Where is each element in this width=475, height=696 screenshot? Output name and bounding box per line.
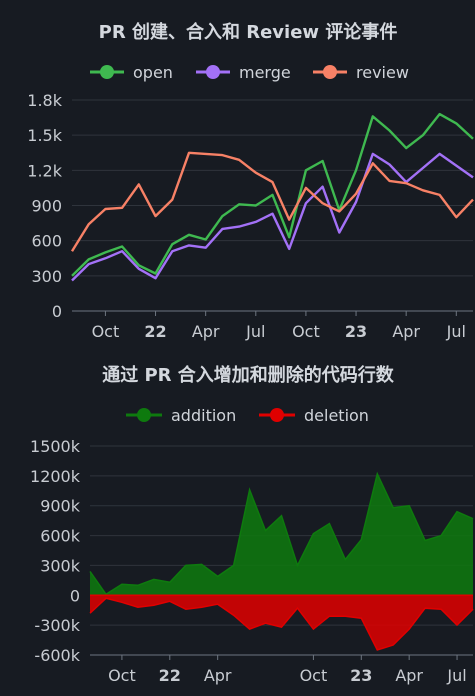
- chart-1-y-axis: 0 300 600 900 1.2k 1.5k 1.8k: [27, 91, 62, 321]
- x-tick-label: 22: [159, 666, 181, 685]
- y-tick-label: 0: [70, 586, 80, 605]
- y-tick-label: 900k: [40, 497, 81, 516]
- chart-2-y-axis: -600k -300k 0 300k 600k 900k 1200k 1500k: [30, 437, 81, 665]
- legend-open-marker: [100, 65, 114, 79]
- legend-merge-label: merge: [239, 63, 291, 82]
- y-tick-label: -600k: [34, 646, 80, 665]
- y-tick-label: 1.5k: [27, 126, 62, 145]
- chart-1-legend[interactable]: open merge review: [90, 63, 409, 82]
- legend-deletion[interactable]: deletion: [259, 406, 369, 425]
- legend-deletion-label: deletion: [304, 406, 369, 425]
- y-tick-label: 900: [31, 197, 62, 216]
- chart-1-gridlines: [72, 99, 473, 312]
- y-tick-label: -300k: [34, 616, 80, 635]
- legend-addition[interactable]: addition: [126, 406, 236, 425]
- x-tick-label: Oct: [108, 666, 136, 685]
- legend-open[interactable]: open: [90, 63, 173, 82]
- legend-merge-marker: [206, 65, 220, 79]
- legend-review[interactable]: review: [313, 63, 409, 82]
- series-line-open[interactable]: [71, 112, 474, 277]
- y-tick-label: 1.2k: [27, 161, 62, 180]
- legend-merge[interactable]: merge: [196, 63, 291, 82]
- chart-2: 通过 PR 合入增加和删除的代码行数 addition deletion -60…: [30, 364, 474, 685]
- legend-addition-marker: [137, 408, 151, 422]
- x-tick-label: Apr: [204, 666, 232, 685]
- chart-1: PR 创建、合入和 Review 评论事件 open merge review …: [27, 21, 474, 341]
- x-tick-label: Apr: [392, 322, 420, 341]
- legend-review-marker: [323, 65, 337, 79]
- chart-1-title: PR 创建、合入和 Review 评论事件: [99, 21, 398, 43]
- legend-deletion-marker: [270, 408, 284, 422]
- y-tick-label: 300k: [40, 556, 81, 575]
- y-tick-label: 1200k: [30, 467, 81, 486]
- x-tick-label: Apr: [395, 666, 423, 685]
- legend-open-label: open: [133, 63, 173, 82]
- x-tick-label: 23: [345, 322, 367, 341]
- chart-2-series: [89, 471, 474, 651]
- area-line-addition: [89, 471, 474, 596]
- y-tick-label: 600k: [40, 527, 81, 546]
- y-tick-label: 600: [31, 232, 62, 251]
- area-deletion[interactable]: [90, 595, 473, 650]
- x-tick-label: 22: [144, 322, 166, 341]
- x-tick-label: Jul: [446, 322, 466, 341]
- y-tick-label: 1500k: [30, 437, 81, 456]
- x-tick-label: Oct: [92, 322, 120, 341]
- chart-1-series: [70, 112, 474, 282]
- area-line-deletion: [89, 597, 474, 651]
- chart-1-x-axis: Oct 22 Apr Jul Oct 23 Apr Jul: [72, 310, 473, 341]
- series-line-review[interactable]: [70, 151, 474, 252]
- x-tick-label: 23: [350, 666, 372, 685]
- y-tick-label: 0: [52, 302, 62, 321]
- x-tick-label: Jul: [446, 666, 466, 685]
- x-tick-label: Oct: [300, 666, 328, 685]
- series-line-merge[interactable]: [71, 152, 474, 282]
- x-tick-label: Jul: [245, 322, 265, 341]
- y-tick-label: 300: [31, 267, 62, 286]
- chart-2-title: 通过 PR 合入增加和删除的代码行数: [102, 364, 395, 386]
- y-tick-label: 1.8k: [27, 91, 62, 110]
- chart-2-legend[interactable]: addition deletion: [126, 406, 369, 425]
- chart-2-x-axis: Oct 22 Apr Oct 23 Apr Jul: [90, 654, 473, 685]
- legend-review-label: review: [356, 63, 409, 82]
- legend-addition-label: addition: [171, 406, 236, 425]
- x-tick-label: Oct: [292, 322, 320, 341]
- x-tick-label: Apr: [192, 322, 220, 341]
- area-addition[interactable]: [90, 473, 473, 596]
